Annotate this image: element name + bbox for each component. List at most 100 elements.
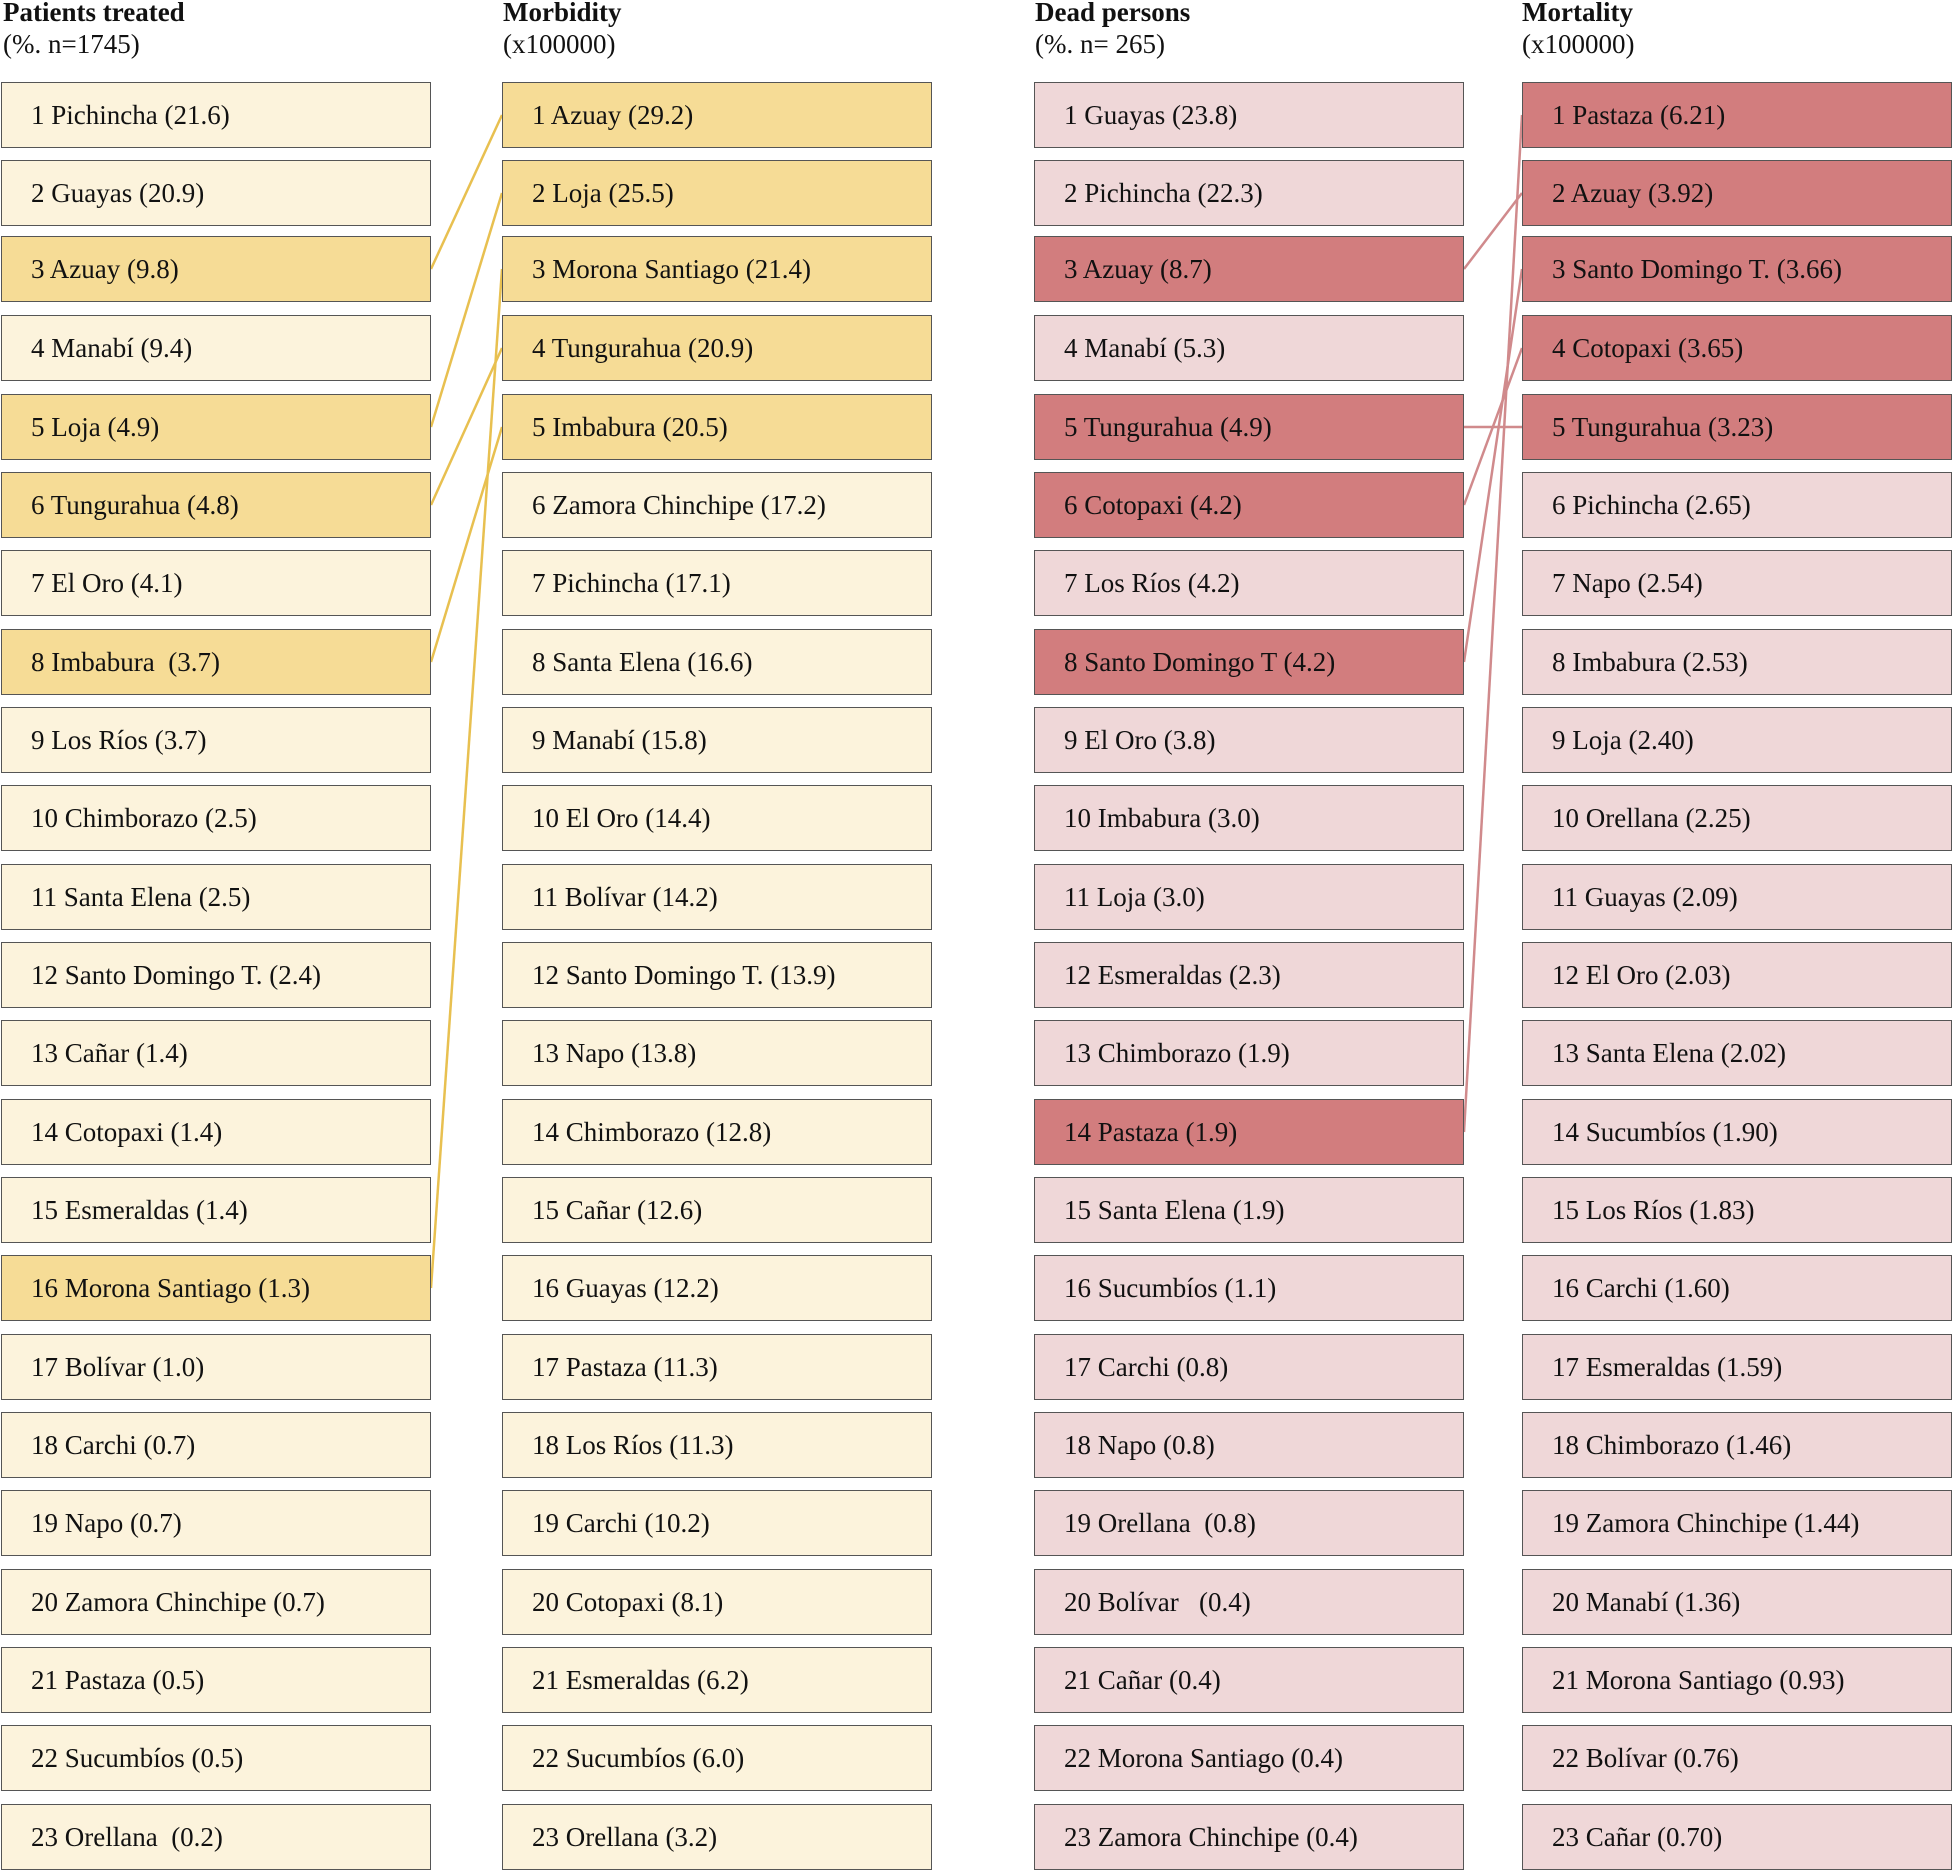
rank-box-highlighted: 5 Loja (4.9): [1, 394, 431, 460]
header-title: Mortality: [1522, 0, 1633, 27]
header-title: Dead persons: [1035, 0, 1191, 27]
rank-box: 17 Bolívar (1.0): [1, 1334, 431, 1400]
rank-box: 18 Napo (0.8): [1034, 1412, 1464, 1478]
rank-box: 21 Morona Santiago (0.93): [1522, 1647, 1952, 1713]
header-mortality: Mortality (x100000): [1522, 0, 1634, 60]
rank-box: 7 El Oro (4.1): [1, 550, 431, 616]
rank-box: 14 Cotopaxi (1.4): [1, 1099, 431, 1165]
rank-box: 9 Loja (2.40): [1522, 707, 1952, 773]
rank-box: 13 Santa Elena (2.02): [1522, 1020, 1952, 1086]
rank-box: 16 Sucumbíos (1.1): [1034, 1255, 1464, 1321]
rank-box: 15 Santa Elena (1.9): [1034, 1177, 1464, 1243]
rank-box: 20 Bolívar (0.4): [1034, 1569, 1464, 1635]
rank-box-highlighted: 5 Tungurahua (3.23): [1522, 394, 1952, 460]
rank-link-line: [1462, 114, 1524, 1133]
rank-box: 1 Guayas (23.8): [1034, 82, 1464, 148]
header-dead-persons: Dead persons (%. n= 265): [1035, 0, 1190, 60]
rank-box-highlighted: 3 Azuay (9.8): [1, 236, 431, 302]
rank-link-line: [429, 347, 504, 506]
rank-box-highlighted: 14 Pastaza (1.9): [1034, 1099, 1464, 1165]
rank-box: 22 Sucumbíos (6.0): [502, 1725, 932, 1791]
rank-box: 10 Chimborazo (2.5): [1, 785, 431, 851]
rank-box: 17 Carchi (0.8): [1034, 1334, 1464, 1400]
rank-box: 10 Orellana (2.25): [1522, 785, 1952, 851]
rank-box-highlighted: 6 Tungurahua (4.8): [1, 472, 431, 538]
rank-box: 15 Esmeraldas (1.4): [1, 1177, 431, 1243]
rank-box-highlighted: 2 Azuay (3.92): [1522, 160, 1952, 226]
rank-link-line: [429, 426, 504, 663]
rank-box-highlighted: 2 Loja (25.5): [502, 160, 932, 226]
header-patients-treated: Patients treated (%. n=1745): [3, 0, 185, 60]
rank-box: 18 Los Ríos (11.3): [502, 1412, 932, 1478]
header-subtitle: (x100000): [1522, 29, 1635, 59]
rank-box-highlighted: 3 Azuay (8.7): [1034, 236, 1464, 302]
header-morbidity: Morbidity (x100000): [503, 0, 622, 60]
rank-box: 10 El Oro (14.4): [502, 785, 932, 851]
rank-box: 11 Guayas (2.09): [1522, 864, 1952, 930]
rank-box: 20 Manabí (1.36): [1522, 1569, 1952, 1635]
rank-box: 11 Bolívar (14.2): [502, 864, 932, 930]
rank-box: 12 El Oro (2.03): [1522, 942, 1952, 1008]
rank-link-line: [429, 192, 504, 428]
rank-box: 23 Zamora Chinchipe (0.4): [1034, 1804, 1464, 1870]
rank-box: 7 Los Ríos (4.2): [1034, 550, 1464, 616]
rank-box: 20 Cotopaxi (8.1): [502, 1569, 932, 1635]
rank-box: 7 Napo (2.54): [1522, 550, 1952, 616]
rank-box: 12 Santo Domingo T. (13.9): [502, 942, 932, 1008]
rank-box: 6 Pichincha (2.65): [1522, 472, 1952, 538]
rank-box: 10 Imbabura (3.0): [1034, 785, 1464, 851]
rank-box: 13 Napo (13.8): [502, 1020, 932, 1086]
rank-box: 15 Cañar (12.6): [502, 1177, 932, 1243]
rank-box: 23 Cañar (0.70): [1522, 1804, 1952, 1870]
rank-box: 21 Pastaza (0.5): [1, 1647, 431, 1713]
rank-box: 23 Orellana (3.2): [502, 1804, 932, 1870]
rank-box: 12 Santo Domingo T. (2.4): [1, 942, 431, 1008]
rank-box-highlighted: 8 Santo Domingo T (4.2): [1034, 629, 1464, 695]
rank-box: 9 Manabí (15.8): [502, 707, 932, 773]
rank-box: 14 Sucumbíos (1.90): [1522, 1099, 1952, 1165]
rank-box-highlighted: 3 Santo Domingo T. (3.66): [1522, 236, 1952, 302]
rank-box: 23 Orellana (0.2): [1, 1804, 431, 1870]
rank-box: 19 Carchi (10.2): [502, 1490, 932, 1556]
rank-box: 4 Manabí (5.3): [1034, 315, 1464, 381]
header-subtitle: (%. n=1745): [3, 29, 140, 59]
rank-box: 9 El Oro (3.8): [1034, 707, 1464, 773]
rank-box: 18 Carchi (0.7): [1, 1412, 431, 1478]
rank-box: 16 Carchi (1.60): [1522, 1255, 1952, 1321]
rank-box: 9 Los Ríos (3.7): [1, 707, 431, 773]
rank-box: 2 Pichincha (22.3): [1034, 160, 1464, 226]
rank-box: 18 Chimborazo (1.46): [1522, 1412, 1952, 1478]
rank-box: 4 Manabí (9.4): [1, 315, 431, 381]
rank-box: 21 Esmeraldas (6.2): [502, 1647, 932, 1713]
rank-box: 6 Zamora Chinchipe (17.2): [502, 472, 932, 538]
rank-box: 15 Los Ríos (1.83): [1522, 1177, 1952, 1243]
rank-box-highlighted: 4 Tungurahua (20.9): [502, 315, 932, 381]
rank-box: 11 Santa Elena (2.5): [1, 864, 431, 930]
rank-box: 13 Cañar (1.4): [1, 1020, 431, 1086]
header-subtitle: (x100000): [503, 29, 616, 59]
rank-box: 14 Chimborazo (12.8): [502, 1099, 932, 1165]
header-subtitle: (%. n= 265): [1035, 29, 1165, 59]
rank-box: 19 Zamora Chinchipe (1.44): [1522, 1490, 1952, 1556]
rank-link-line: [429, 268, 504, 1289]
rank-box: 17 Esmeraldas (1.59): [1522, 1334, 1952, 1400]
rank-box: 8 Imbabura (2.53): [1522, 629, 1952, 695]
rank-box: 19 Orellana (0.8): [1034, 1490, 1464, 1556]
header-title: Patients treated: [3, 0, 185, 27]
rank-box: 2 Guayas (20.9): [1, 160, 431, 226]
rank-box: 1 Pichincha (21.6): [1, 82, 431, 148]
rank-box-highlighted: 5 Tungurahua (4.9): [1034, 394, 1464, 460]
rank-box: 22 Morona Santiago (0.4): [1034, 1725, 1464, 1791]
rank-link-line: [429, 114, 504, 270]
rank-box: 20 Zamora Chinchipe (0.7): [1, 1569, 431, 1635]
rank-box: 22 Bolívar (0.76): [1522, 1725, 1952, 1791]
rank-box: 17 Pastaza (11.3): [502, 1334, 932, 1400]
rank-box: 21 Cañar (0.4): [1034, 1647, 1464, 1713]
rank-box-highlighted: 8 Imbabura (3.7): [1, 629, 431, 695]
rank-box: 7 Pichincha (17.1): [502, 550, 932, 616]
rank-box: 8 Santa Elena (16.6): [502, 629, 932, 695]
rank-box: 22 Sucumbíos (0.5): [1, 1725, 431, 1791]
rank-box: 11 Loja (3.0): [1034, 864, 1464, 930]
rank-box-highlighted: 1 Azuay (29.2): [502, 82, 932, 148]
